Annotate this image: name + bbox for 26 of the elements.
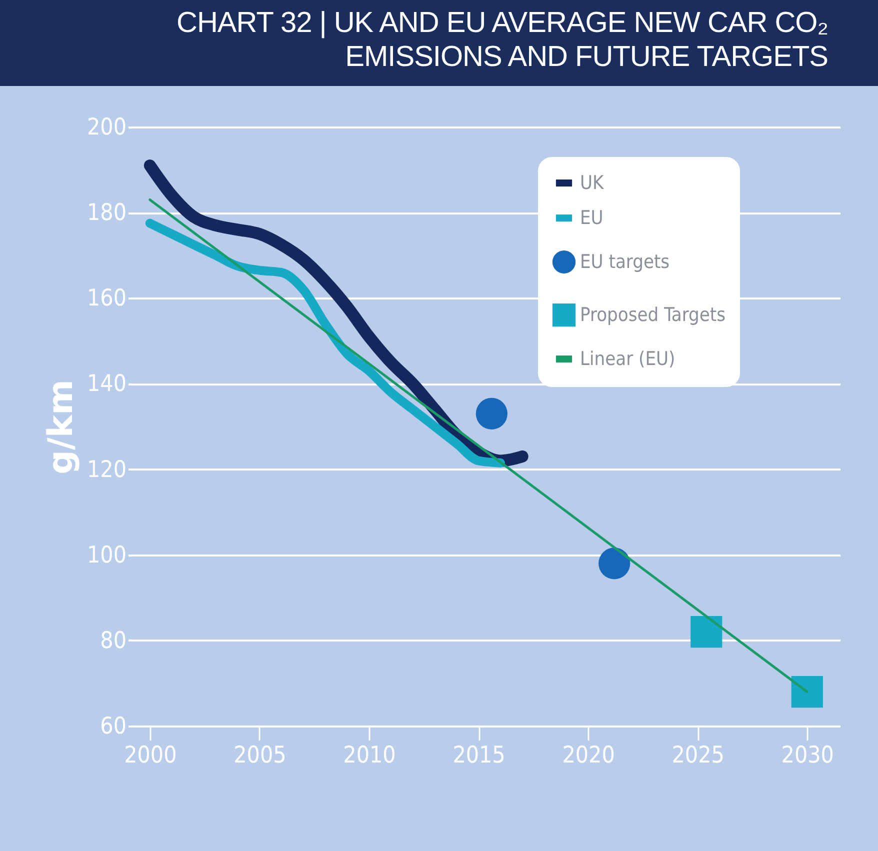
chart-title: CHART 32 | UK AND EU AVERAGE NEW CAR CO₂ EMISSIONS AND FUTURE TARGETS xyxy=(176,6,828,74)
y-tick-label: 60 xyxy=(100,714,126,740)
y-axis-title: g/km xyxy=(41,380,82,474)
y-tick-label: 180 xyxy=(87,200,126,226)
x-tick-label: 2020 xyxy=(562,742,615,768)
legend-label: Proposed Targets xyxy=(580,304,726,326)
y-tick-label: 80 xyxy=(100,628,126,654)
x-tick-label: 2005 xyxy=(234,742,286,768)
x-tick-label: 2000 xyxy=(124,742,177,768)
x-tick-label: 2030 xyxy=(781,742,834,768)
y-tick-label: 200 xyxy=(87,114,126,140)
y-tick-label: 140 xyxy=(87,371,126,398)
x-tick-label: 2015 xyxy=(452,742,506,768)
point xyxy=(598,548,630,580)
legend-label: UK xyxy=(580,172,605,194)
x-tick-label: 2010 xyxy=(343,742,396,768)
legend-label: EU targets xyxy=(580,251,670,273)
y-tick-label: 100 xyxy=(87,542,126,568)
x-tick-label: 2025 xyxy=(672,742,724,768)
point xyxy=(476,398,508,430)
point xyxy=(690,616,722,648)
y-tick-label: 160 xyxy=(87,286,126,312)
legend-label: Linear (EU) xyxy=(580,348,676,370)
legend-label: EU xyxy=(580,207,604,229)
point xyxy=(791,676,823,708)
y-tick-label: 120 xyxy=(87,456,126,483)
